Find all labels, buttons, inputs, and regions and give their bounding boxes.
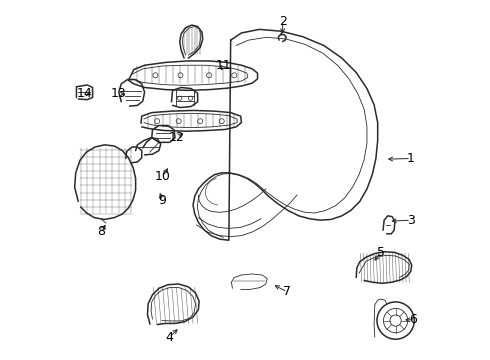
Text: 13: 13 [111, 87, 126, 100]
Text: 9: 9 [159, 194, 167, 207]
Text: 4: 4 [166, 330, 173, 343]
Text: 5: 5 [376, 246, 385, 259]
Text: 2: 2 [279, 15, 287, 28]
Text: 6: 6 [410, 313, 417, 327]
Text: 10: 10 [154, 170, 171, 183]
Text: 12: 12 [169, 131, 185, 144]
Text: 1: 1 [407, 152, 415, 165]
Text: 3: 3 [407, 214, 415, 227]
Text: 11: 11 [216, 59, 231, 72]
Text: 8: 8 [98, 225, 105, 238]
Text: 14: 14 [77, 87, 93, 100]
Text: 7: 7 [283, 285, 292, 298]
